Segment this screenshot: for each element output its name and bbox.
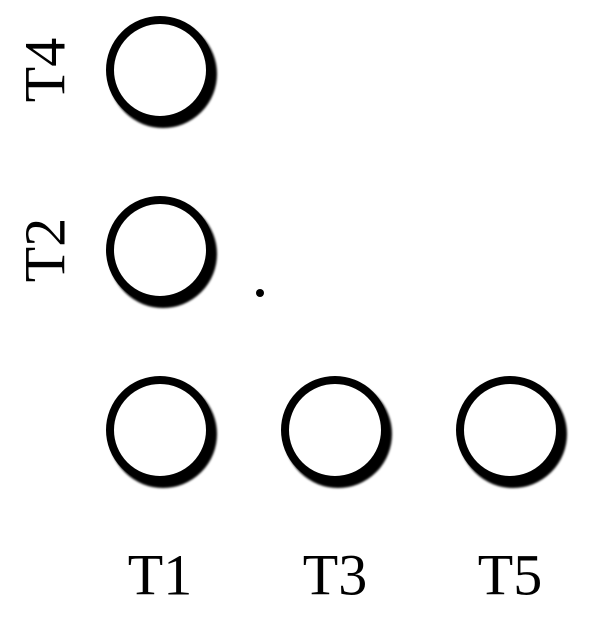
- t2-label: T2: [12, 218, 79, 282]
- t4-node: [92, 2, 228, 138]
- t2-node: [92, 182, 228, 318]
- t5-label: T5: [478, 542, 542, 609]
- t4-label: T4: [12, 38, 79, 102]
- stray-dot: [256, 289, 264, 297]
- diagram-stage: T4 T2 T1 T3 T5: [0, 0, 597, 636]
- t5-node: [442, 362, 578, 498]
- t3-node: [267, 362, 403, 498]
- t3-label: T3: [303, 542, 367, 609]
- t1-node: [92, 362, 228, 498]
- t1-label: T1: [128, 542, 192, 609]
